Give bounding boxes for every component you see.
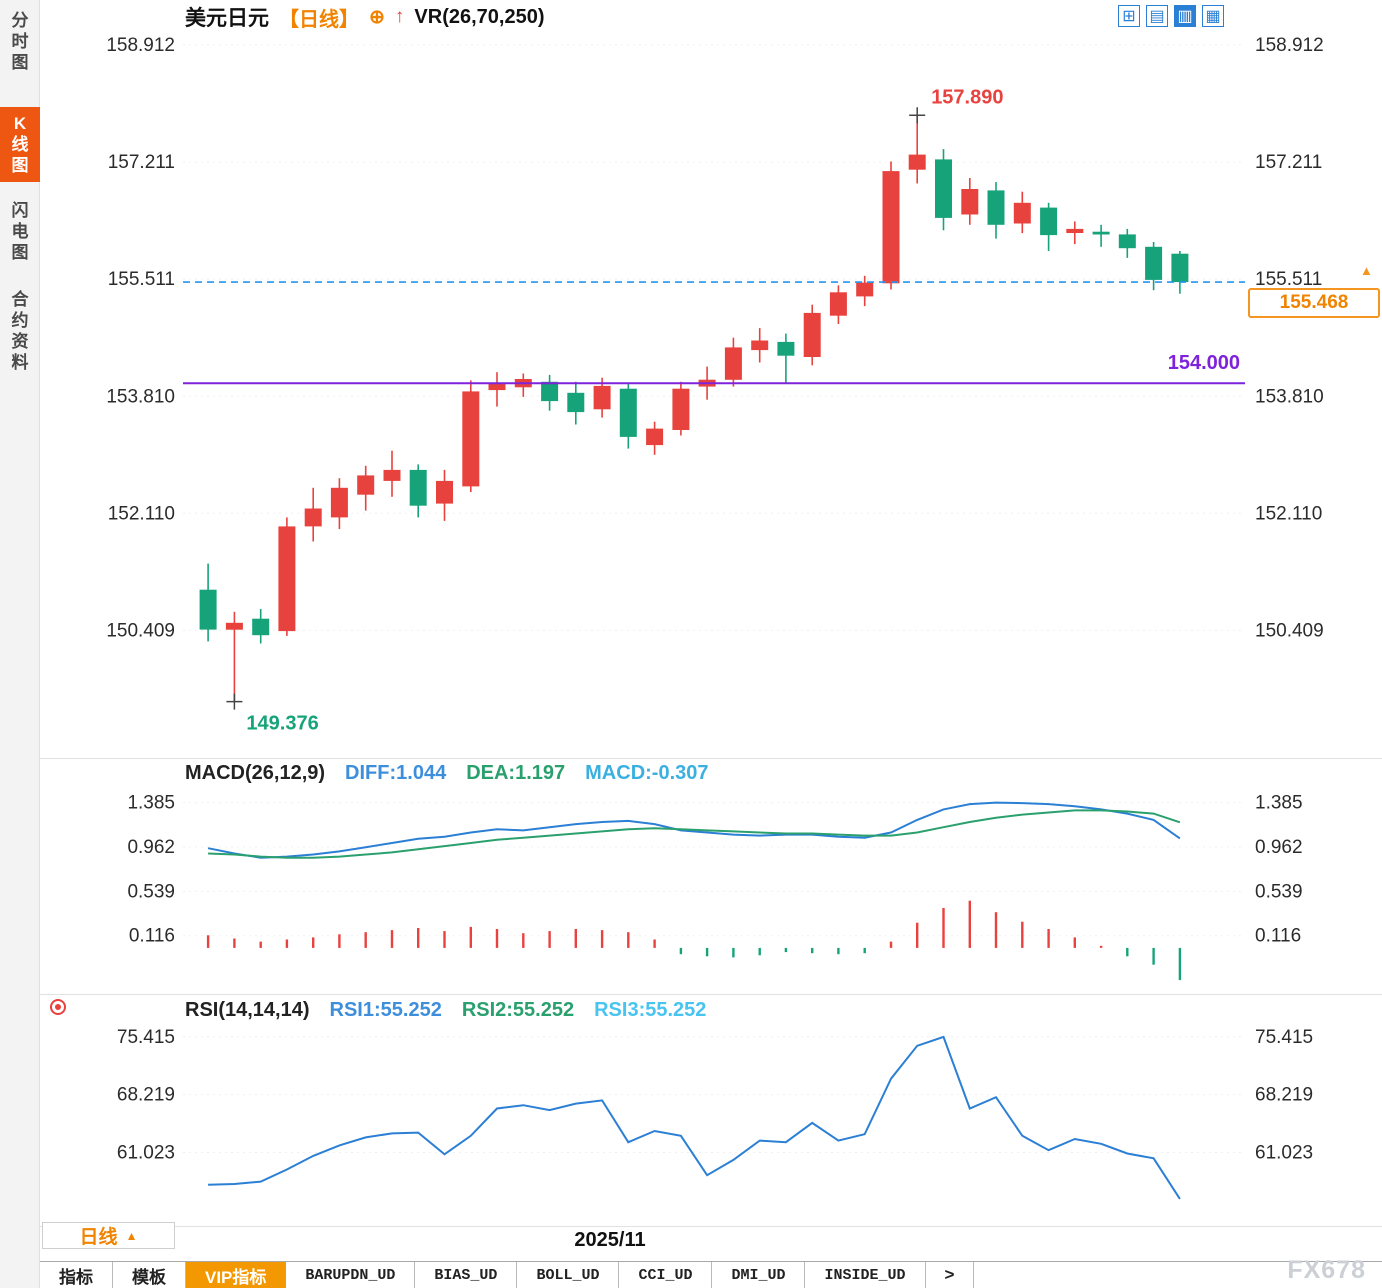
last-price-badge: 155.468 — [1248, 288, 1380, 318]
rsi-title: RSI(14,14,14) — [185, 999, 310, 1021]
svg-text:0.116: 0.116 — [129, 926, 175, 947]
sun-icon[interactable] — [48, 997, 68, 1017]
svg-text:155.511: 155.511 — [1255, 269, 1322, 290]
chart-header: 美元日元 【日线】 ⊕ ↑ VR(26,70,250) — [185, 4, 545, 31]
panel-separator — [40, 758, 1382, 759]
svg-text:61.023: 61.023 — [117, 1143, 175, 1164]
tab-boll-ud[interactable]: BOLL_UD — [517, 1262, 620, 1288]
symbol-title: 美元日元 — [185, 7, 269, 30]
tab-bias-ud[interactable]: BIAS_UD — [415, 1262, 518, 1288]
watermark: FX678 — [1287, 1256, 1366, 1284]
triangle-up-icon: ▲ — [125, 1228, 138, 1243]
layout-buttons: ⊞ ▤ ▥ ▦ — [1118, 5, 1224, 27]
svg-text:0.539: 0.539 — [127, 881, 175, 902]
svg-text:150.409: 150.409 — [106, 620, 175, 641]
svg-text:75.415: 75.415 — [1255, 1027, 1313, 1048]
svg-text:152.110: 152.110 — [1255, 503, 1322, 524]
rsi2-value: RSI2:55.252 — [461, 999, 575, 1021]
macd-hist-value: MACD:-0.307 — [585, 762, 709, 784]
panel-separator — [40, 994, 1382, 995]
layout-rows-icon[interactable]: ▤ — [1146, 5, 1168, 27]
tab-vip-indicators[interactable]: VIP指标 — [186, 1262, 287, 1288]
macd-dea-value: DEA:1.197 — [466, 762, 566, 784]
rsi1-value: RSI1:55.252 — [329, 999, 442, 1021]
svg-text:150.409: 150.409 — [1255, 620, 1324, 641]
panel-separator — [40, 1226, 1382, 1227]
tab-cci-ud[interactable]: CCI_UD — [619, 1262, 713, 1288]
low-annotation: 149.376 — [246, 713, 318, 735]
svg-text:158.912: 158.912 — [1255, 35, 1324, 56]
macd-histogram — [206, 900, 1182, 981]
bottom-tab-bar: 指标 模板 VIP指标 BARUPDN_UD BIAS_UD BOLL_UD CCI_UD D… — [40, 1261, 1382, 1288]
svg-text:0.539: 0.539 — [1255, 881, 1303, 902]
svg-text:158.912: 158.912 — [106, 35, 175, 56]
svg-text:157.211: 157.211 — [108, 152, 175, 173]
sidebar-item-contract-info[interactable]: 合约资料 — [0, 283, 40, 379]
trend-arrow-icon: ↑ — [394, 6, 405, 27]
svg-text:153.810: 153.810 — [1255, 386, 1324, 407]
chart-area: 158.912 158.912 157.211 157.211 155.511 155.5… — [40, 0, 1382, 1288]
macd-title: MACD(26,12,9) — [185, 762, 326, 784]
layout-columns-icon[interactable]: ▦ — [1202, 5, 1224, 27]
svg-text:153.810: 153.810 — [106, 386, 175, 407]
overlay-indicator-label: VR(26,70,250) — [414, 5, 545, 28]
svg-text:1.385: 1.385 — [127, 793, 175, 814]
period-selector-label: 日线 — [79, 1227, 118, 1248]
sidebar-item-flash-chart[interactable]: 闪电图 — [0, 194, 40, 269]
svg-text:75.415: 75.415 — [117, 1027, 175, 1048]
period-selector[interactable]: 日线 ▲ — [42, 1222, 175, 1249]
tab-inside-ud[interactable]: INSIDE_UD — [805, 1262, 926, 1288]
sidebar-item-label: 分时图 — [11, 11, 29, 72]
svg-text:157.211: 157.211 — [1255, 152, 1322, 173]
layout-grid-icon[interactable]: ⊞ — [1118, 5, 1140, 27]
svg-text:68.219: 68.219 — [117, 1085, 175, 1106]
macd-diff-value: DIFF:1.044 — [345, 762, 447, 784]
sidebar-item-kline-chart[interactable]: K线图 — [0, 107, 40, 182]
sidebar-item-time-share-chart[interactable]: 分时图 — [0, 4, 40, 79]
period-tag: 【日线】 — [279, 8, 359, 31]
macd-diff-line — [207, 801, 1181, 859]
rsi3-value: RSI3:55.252 — [594, 999, 707, 1021]
tab-barupdn-ud[interactable]: BARUPDN_UD — [286, 1262, 416, 1288]
add-icon[interactable]: ⊕ — [369, 6, 385, 28]
axis-ticks: 158.912 158.912 157.211 157.211 155.511 155.5… — [106, 35, 1323, 1164]
svg-text:61.023: 61.023 — [1255, 1143, 1313, 1164]
left-sidebar: 分时图 K线图闪电图合约资料 — [0, 0, 40, 1288]
chart-canvas[interactable]: 158.912 158.912 157.211 157.211 155.511 155.5… — [40, 0, 1382, 1262]
sidebar-item-label: K线图 — [11, 114, 29, 175]
latest-price-marker-icon[interactable]: ▲ — [1360, 263, 1373, 278]
macd-dea-line — [208, 809, 1181, 859]
tab-dmi-ud[interactable]: DMI_UD — [712, 1262, 806, 1288]
candles — [199, 115, 1189, 702]
sidebar-item-label: 合约资料 — [11, 290, 29, 372]
svg-text:155.511: 155.511 — [108, 269, 175, 290]
xaxis-date-label: 2025/11 — [574, 1229, 646, 1251]
high-annotation: 157.890 — [931, 86, 1003, 108]
svg-text:0.962: 0.962 — [1255, 837, 1303, 858]
svg-text:0.116: 0.116 — [1255, 926, 1301, 947]
rsi-line — [208, 1035, 1181, 1200]
svg-text:1.385: 1.385 — [1255, 793, 1303, 814]
tab-templates[interactable]: 模板 — [113, 1262, 186, 1288]
svg-text:0.962: 0.962 — [127, 837, 175, 858]
level-line-label: 154.000 — [1167, 352, 1240, 374]
rsi-header: RSI(14,14,14) RSI1:55.252 RSI2:55.252 RS… — [185, 999, 706, 1022]
tab-more[interactable]: > — [926, 1262, 975, 1288]
layout-single-icon[interactable]: ▥ — [1174, 5, 1196, 27]
svg-text:152.110: 152.110 — [108, 503, 175, 524]
tab-indicators[interactable]: 指标 — [40, 1262, 113, 1288]
macd-header: MACD(26,12,9) DIFF:1.044 DEA:1.197 MACD:… — [185, 762, 709, 785]
svg-text:68.219: 68.219 — [1255, 1085, 1313, 1106]
sidebar-item-label: 闪电图 — [11, 201, 29, 262]
